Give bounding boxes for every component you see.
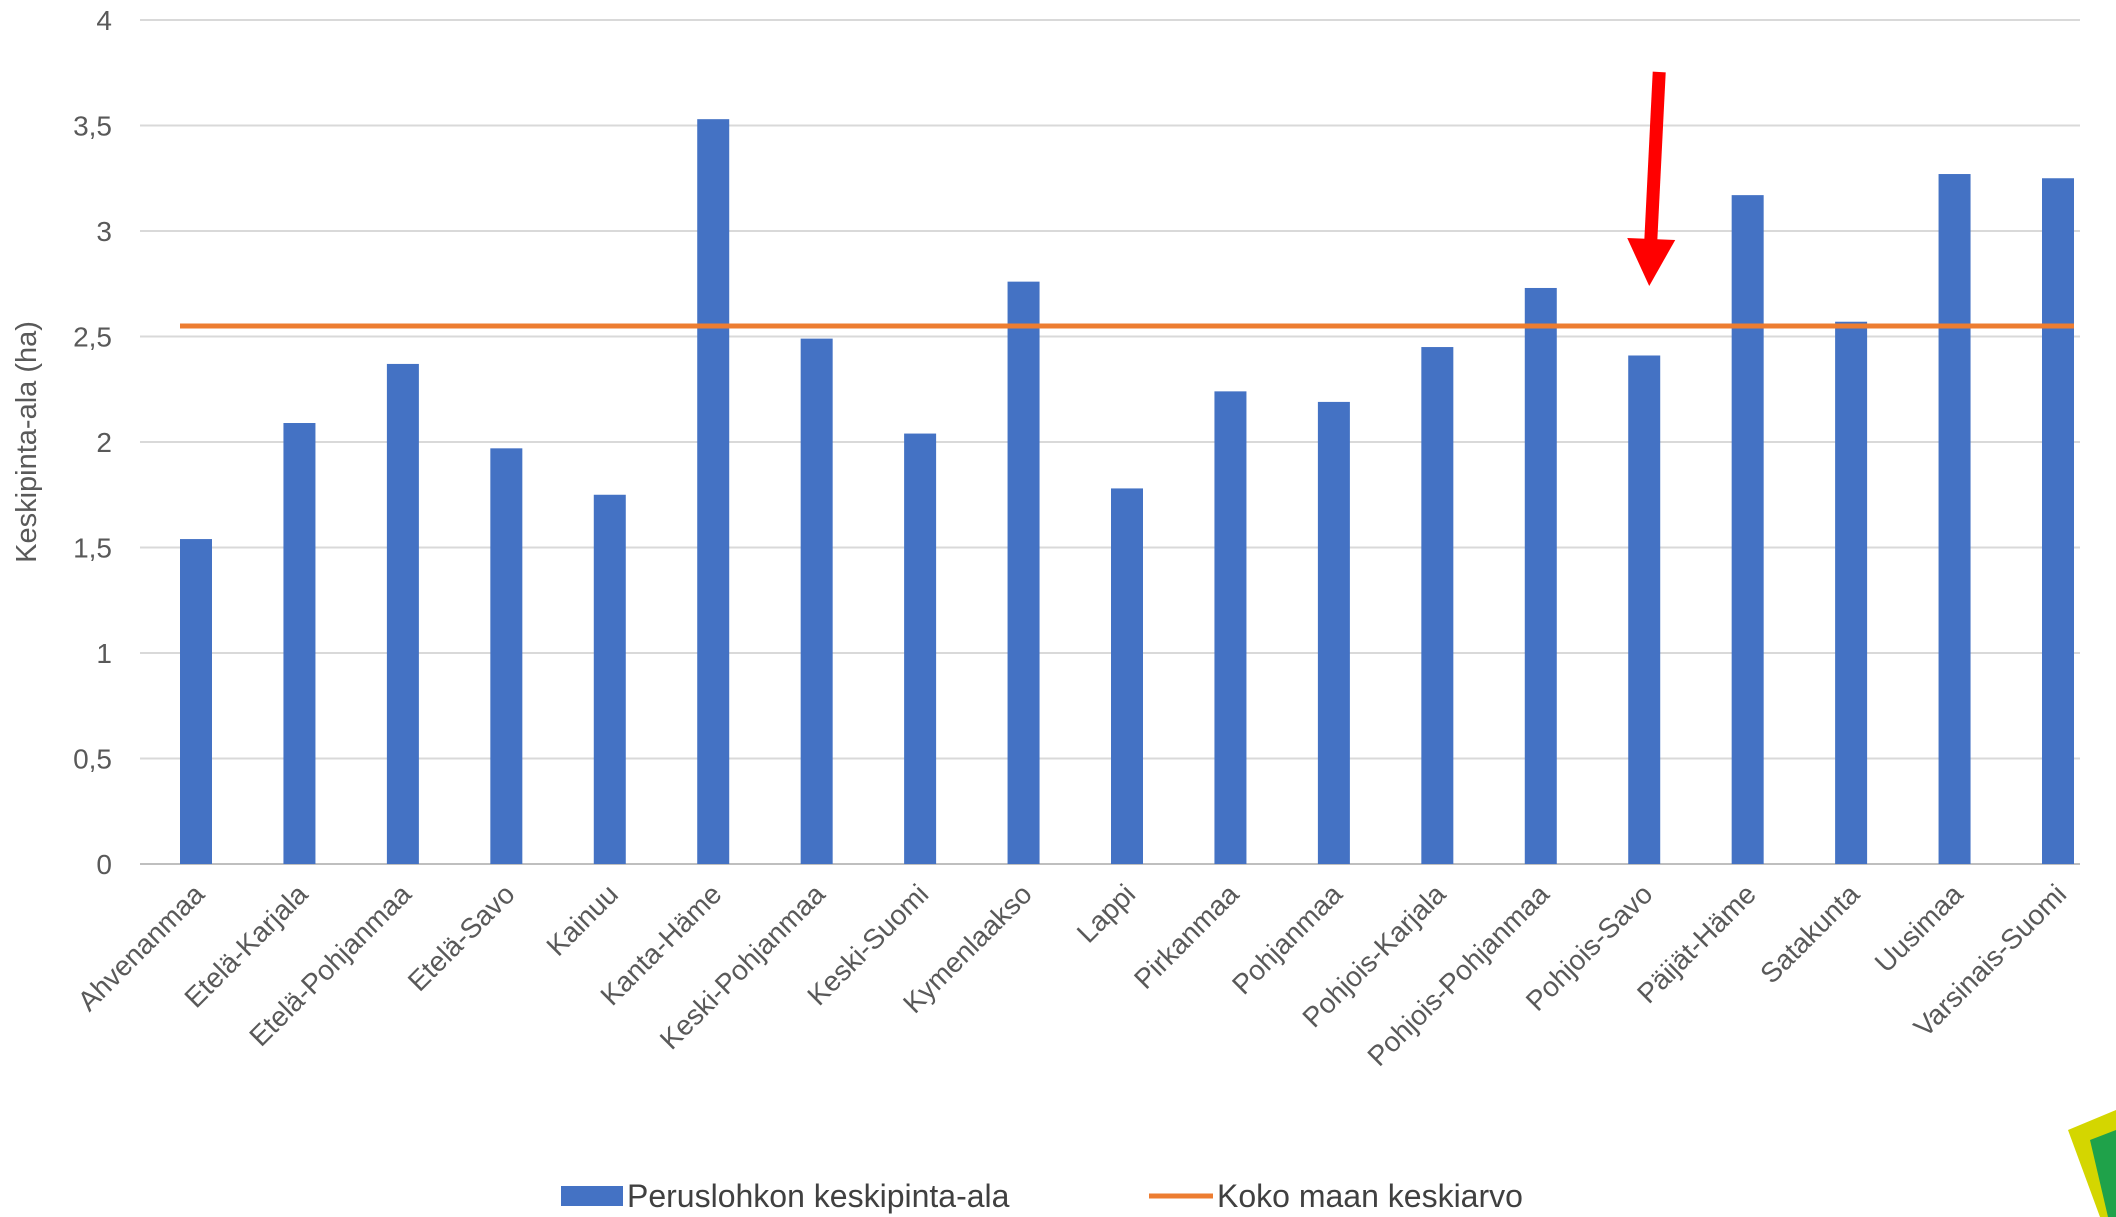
bar-kainuu: [593, 494, 626, 864]
y-tick-label: 0: [96, 849, 112, 880]
y-tick-label: 1,5: [73, 533, 112, 564]
legend: Peruslohkon keskipinta-ala Koko maan kes…: [561, 1178, 1523, 1214]
x-axis-categories: AhvenanmaaEtelä-KarjalaEtelä-PohjanmaaEt…: [72, 878, 2073, 1072]
y-tick-label: 3,5: [73, 111, 112, 142]
y-tick-label: 2: [96, 427, 112, 458]
bar-etelä-pohjanmaa: [386, 363, 419, 864]
y-axis-label: Keskipinta-ala (ha): [11, 321, 43, 563]
bar-ahvenanmaa: [180, 539, 212, 864]
bar-päijät-häme: [1731, 195, 1764, 864]
y-tick-label: 0,5: [73, 744, 112, 775]
bar-kymenlaakso: [1007, 281, 1040, 864]
y-tick-label: 4: [96, 5, 112, 36]
bar-keski-pohjanmaa: [800, 338, 833, 864]
bar-lappi: [1111, 488, 1143, 864]
legend-swatch-bars: [561, 1186, 623, 1206]
bar-pohjois-pohjanmaa: [1524, 287, 1557, 865]
x-tick-label: Pohjois-Pohjanmaa: [1361, 878, 1555, 1072]
y-tick-label: 2,5: [73, 322, 112, 353]
x-tick-label: Satakunta: [1754, 878, 1865, 989]
bars: [180, 119, 2074, 865]
bar-etelä-savo: [490, 448, 523, 864]
bar-satakunta: [1835, 321, 1868, 865]
corner-logo: [2068, 1110, 2116, 1217]
bar-etelä-karjala: [283, 423, 316, 864]
y-axis-ticks: 0 0,5 1 1,5 2 2,5 3 3,5 4: [73, 5, 112, 880]
y-tick-label: 1: [96, 638, 112, 669]
x-tick-label: Kainuu: [540, 878, 624, 962]
legend-label-line: Koko maan keskiarvo: [1217, 1178, 1523, 1214]
y-tick-label: 3: [96, 216, 112, 247]
x-tick-label: Etelä-Savo: [402, 878, 521, 997]
bar-pohjanmaa: [1317, 401, 1350, 864]
bar-pohjois-karjala: [1421, 347, 1454, 864]
bar-uusimaa: [1938, 174, 1971, 864]
x-tick-label: Uusimaa: [1869, 878, 1969, 978]
bar-keski-suomi: [904, 433, 937, 864]
x-tick-label: Lappi: [1071, 878, 1141, 948]
bar-kanta-häme: [697, 119, 730, 865]
legend-label-bars: Peruslohkon keskipinta-ala: [627, 1178, 1010, 1214]
bar-varsinais-suomi: [2042, 178, 2074, 864]
gridlines: [140, 19, 2080, 865]
bar-pohjois-savo: [1628, 355, 1661, 864]
bar-pirkanmaa: [1214, 391, 1247, 864]
red-arrow-annotation: [1627, 71, 1676, 286]
